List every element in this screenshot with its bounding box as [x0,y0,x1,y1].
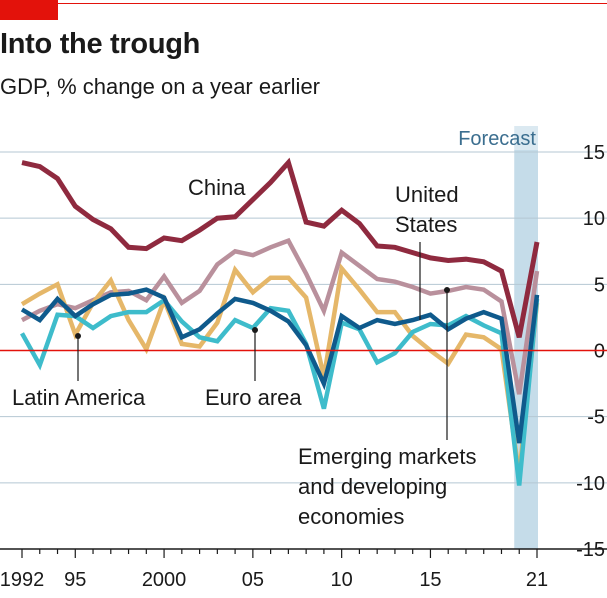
y-tick-label--5: -5 [587,407,605,429]
series-line-china [21,157,540,338]
x-tick-label-1992: 1992 [0,569,44,591]
y-tick-label-5: 5 [594,274,605,296]
x-tick-label-21: 21 [526,569,548,591]
label-latin-america: Latin America [12,385,146,410]
x-tick-label-15: 15 [419,569,441,591]
label-united-states-line2: States [395,212,457,237]
y-tick-label-15: 15 [583,142,605,164]
series-line-emerging [20,287,540,444]
forecast-label-bg [514,126,538,150]
y-tick-label--10: -10 [576,473,605,495]
brand-red-tab [0,0,58,20]
label-united-states-line1: United [395,182,459,207]
x-tick-label-95: 95 [64,569,86,591]
leader-dot-latin-america [75,333,81,339]
brand-rule [58,3,607,4]
x-tick-label-2000: 2000 [142,569,187,591]
subtitle-main: GDP, [0,74,51,99]
forecast-label: Forecast [458,128,536,150]
series-line-united_states [20,237,540,395]
series-line-euro [20,297,540,486]
y-tick-label-0: 0 [594,341,605,363]
subtitle-rest: % change on a year earlier [50,74,321,99]
y-tick-label--15: -15 [576,539,605,561]
chart-subtitle: GDP, % change on a year earlier [0,74,320,100]
chart-title: Into the trough [0,28,201,60]
x-tick-label-10: 10 [331,569,353,591]
label-emerging-line2: and developing [298,474,447,499]
label-emerging-line1: Emerging markets [298,444,477,469]
label-euro-area: Euro area [205,385,302,410]
leader-dot-emerging [444,287,450,293]
series-line-latam [20,263,540,476]
x-tick-label-05: 05 [242,569,264,591]
label-china: China [188,175,246,200]
y-tick-label-10: 10 [583,208,605,230]
leader-dot-euro-area [252,327,258,333]
label-emerging-line3: economies [298,504,404,529]
